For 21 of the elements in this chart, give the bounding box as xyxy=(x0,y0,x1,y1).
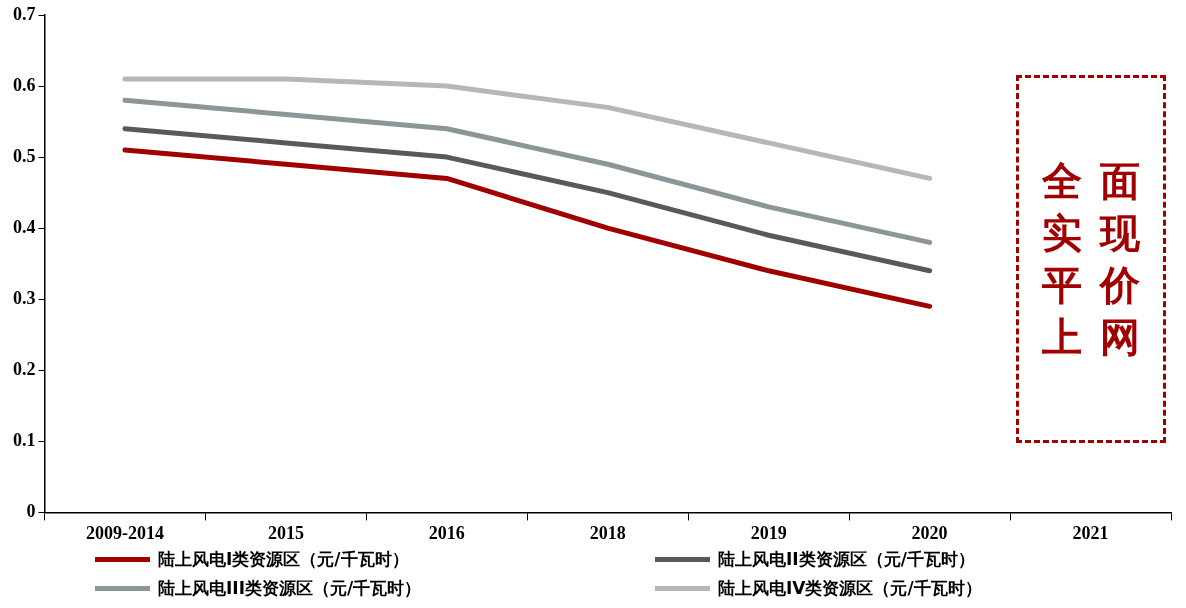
x-tick-label: 2020 xyxy=(911,522,948,543)
y-tick-label: 0.4 xyxy=(13,216,36,237)
annotation: 全面实现平价上网 xyxy=(1041,155,1140,362)
x-tick-label: 2016 xyxy=(428,522,465,543)
legend-label: 陆上风电I类资源区（元/千瓦时） xyxy=(158,548,409,571)
x-tick-label: 2009-2014 xyxy=(85,522,164,543)
x-tick-label: 2019 xyxy=(750,522,787,543)
x-tick-label: 2015 xyxy=(267,522,304,543)
x-tick-label: 2021 xyxy=(1072,522,1109,543)
x-tick-label: 2018 xyxy=(589,522,626,543)
legend-label: 陆上风电III类资源区（元/千瓦时） xyxy=(158,577,422,600)
y-tick-label: 0.5 xyxy=(13,145,36,166)
legend-label: 陆上风电II类资源区（元/千瓦时） xyxy=(718,548,975,571)
y-tick-label: 0.1 xyxy=(13,430,36,450)
y-tick-label: 0.7 xyxy=(13,3,36,24)
y-tick-label: 0.6 xyxy=(13,74,36,95)
y-tick-label: 0.3 xyxy=(13,287,36,308)
y-tick-label: 0.2 xyxy=(13,358,36,379)
dashed-frame: 全面实现平价上网 xyxy=(1015,74,1166,443)
y-tick-label: 0 xyxy=(26,501,36,522)
legend-label: 陆上风电IV类资源区（元/千瓦时） xyxy=(718,577,982,600)
